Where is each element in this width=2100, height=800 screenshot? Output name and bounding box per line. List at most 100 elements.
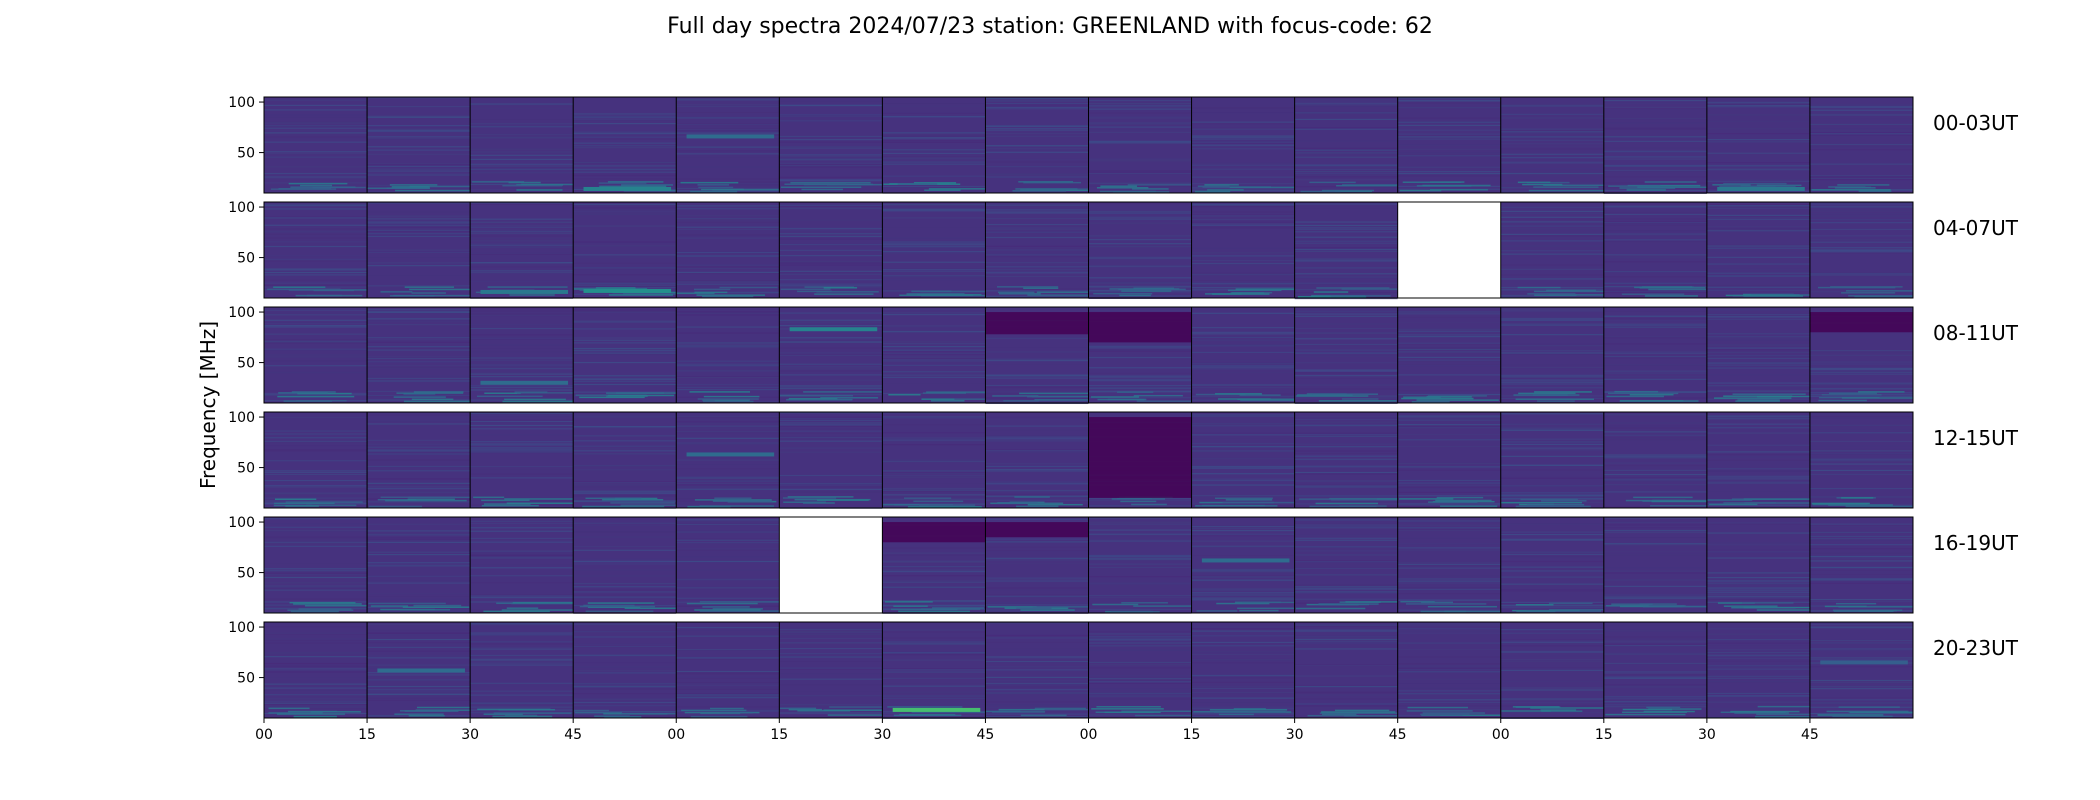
noise-line: [985, 132, 1089, 135]
low-freq-noise: [786, 399, 853, 401]
noise-line: [1294, 686, 1398, 688]
low-freq-noise: [498, 708, 556, 711]
noise-line: [676, 314, 780, 316]
noise-line: [573, 132, 677, 135]
low-freq-noise: [1634, 286, 1694, 289]
noise-line: [1500, 377, 1604, 379]
noise-line: [1500, 143, 1604, 145]
noise-line: [1809, 274, 1913, 277]
noise-line: [264, 470, 368, 472]
noise-line: [882, 246, 986, 248]
noise-line: [1500, 387, 1604, 389]
spectrogram-panel: [1706, 622, 1810, 719]
noise-line: [882, 654, 986, 656]
low-freq-noise: [1500, 501, 1582, 504]
noise-line: [1809, 384, 1913, 386]
noise-line: [1706, 250, 1810, 252]
noise-line: [882, 270, 986, 272]
noise-line: [1088, 523, 1192, 525]
low-freq-noise: [395, 189, 471, 192]
noise-line: [573, 490, 677, 492]
low-freq-noise: [787, 496, 854, 498]
low-freq-noise: [506, 607, 539, 609]
noise-line: [1088, 692, 1192, 695]
noise-line: [1294, 466, 1398, 468]
low-freq-noise: [377, 498, 417, 501]
noise-line: [1191, 272, 1295, 274]
noise-line: [985, 377, 1089, 379]
noise-line: [1397, 666, 1501, 668]
noise-line: [1500, 153, 1604, 155]
panel-background: [1191, 622, 1295, 718]
noise-line: [1397, 124, 1501, 126]
noise-line: [1191, 121, 1295, 123]
noise-line: [985, 387, 1089, 389]
low-freq-noise: [696, 294, 765, 296]
noise-line: [573, 662, 677, 664]
bright-emission-band: [583, 186, 672, 191]
noise-line: [573, 701, 677, 704]
low-freq-noise: [913, 181, 957, 184]
noise-line: [1191, 540, 1295, 542]
noise-line: [1088, 118, 1192, 120]
low-freq-noise: [404, 286, 455, 288]
spectrogram-panel: [1294, 412, 1398, 508]
noise-line: [1294, 352, 1398, 354]
low-freq-noise: [1215, 497, 1273, 500]
noise-line: [264, 371, 368, 373]
noise-line: [985, 272, 1089, 274]
noise-line: [1191, 282, 1295, 285]
noise-line: [367, 226, 471, 228]
noise-line: [1191, 190, 1295, 192]
noise-line: [573, 465, 677, 467]
noise-line: [470, 663, 574, 665]
noise-line: [1191, 574, 1295, 577]
noise-line: [470, 108, 574, 110]
noise-line: [264, 237, 368, 239]
low-freq-noise: [505, 714, 538, 717]
noise-line: [1088, 555, 1192, 557]
noise-line: [1397, 609, 1501, 611]
noise-line: [1294, 332, 1398, 334]
noise-line: [1294, 377, 1398, 380]
noise-line: [1397, 599, 1501, 601]
y-tick-label: 50: [237, 146, 255, 162]
low-freq-noise: [1216, 602, 1270, 605]
noise-line: [1500, 376, 1604, 378]
noise-line: [1706, 139, 1810, 141]
noise-line: [367, 679, 471, 681]
low-freq-noise: [1737, 399, 1780, 401]
low-freq-noise: [1436, 496, 1484, 499]
panel-background: [882, 307, 986, 403]
low-freq-noise: [1091, 708, 1164, 710]
y-tick-label: 100: [228, 620, 255, 636]
low-freq-noise: [400, 609, 451, 611]
low-freq-noise: [1132, 188, 1169, 190]
noise-line: [882, 659, 986, 661]
noise-line: [1809, 598, 1913, 601]
low-freq-noise: [998, 293, 1041, 295]
noise-line: [882, 374, 986, 376]
low-freq-noise: [911, 290, 952, 293]
noise-line: [470, 658, 574, 660]
noise-line: [676, 442, 780, 444]
noise-line: [1706, 481, 1810, 483]
noise-line: [676, 658, 780, 661]
noise-line: [573, 131, 677, 133]
low-freq-noise: [699, 601, 780, 603]
noise-line: [1603, 594, 1707, 596]
noise-line: [1809, 686, 1913, 688]
noise-line: [985, 704, 1089, 706]
noise-line: [367, 221, 471, 223]
noise-line: [1809, 487, 1913, 490]
noise-line: [676, 365, 780, 367]
low-freq-noise: [1643, 605, 1707, 608]
low-freq-noise: [1606, 395, 1664, 398]
low-freq-noise: [703, 400, 754, 403]
noise-line: [676, 695, 780, 697]
noise-line: [1397, 582, 1501, 584]
noise-line: [1603, 596, 1707, 598]
noise-line: [1603, 597, 1707, 600]
y-tick-label: 50: [237, 356, 255, 372]
noise-line: [264, 500, 368, 502]
